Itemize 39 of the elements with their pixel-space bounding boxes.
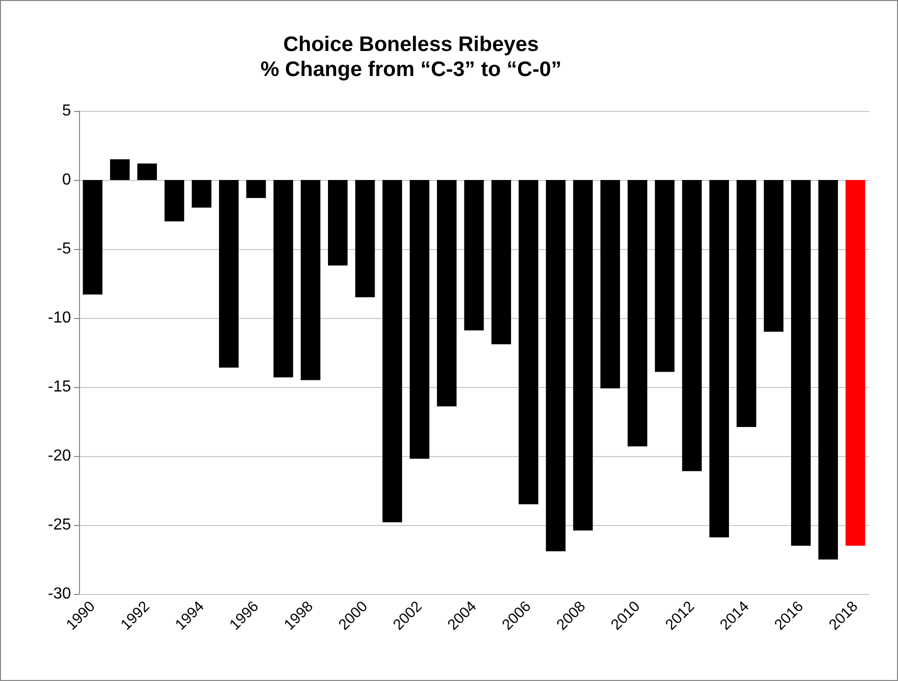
bar xyxy=(82,180,102,295)
y-tick-label: -15 xyxy=(48,378,72,396)
y-tick-label: -25 xyxy=(48,516,72,534)
bar xyxy=(846,180,866,546)
bar xyxy=(355,180,375,298)
bar xyxy=(573,180,593,531)
y-tick-label: -5 xyxy=(56,240,72,258)
chart-title: Choice Boneless Ribeyes xyxy=(283,33,539,56)
bar xyxy=(682,180,702,472)
bar xyxy=(300,180,320,380)
bar xyxy=(654,180,674,372)
bar xyxy=(410,180,430,459)
bar xyxy=(137,163,157,180)
bar xyxy=(600,180,620,388)
chart-subtitle: % Change from “C-3” to “C-0” xyxy=(260,58,562,81)
bar xyxy=(110,159,130,180)
bar xyxy=(764,180,784,332)
bar xyxy=(192,180,212,208)
bar xyxy=(464,180,484,330)
bar xyxy=(382,180,402,522)
y-tick-label: -20 xyxy=(48,448,72,464)
bar xyxy=(274,180,294,378)
bar xyxy=(246,180,266,198)
bar xyxy=(219,180,239,368)
bar xyxy=(628,180,648,446)
y-tick-label: -10 xyxy=(48,310,72,326)
y-tick-label: -30 xyxy=(48,586,72,602)
bar xyxy=(164,180,184,222)
bar xyxy=(491,180,512,344)
bar xyxy=(818,180,838,560)
bar xyxy=(436,180,457,406)
bar xyxy=(328,180,348,266)
y-tick-label: 5 xyxy=(62,102,72,120)
bar xyxy=(791,180,811,546)
y-tick-label: 0 xyxy=(62,172,72,188)
bar xyxy=(518,180,538,504)
bar xyxy=(709,180,729,538)
bar xyxy=(546,180,566,552)
bar xyxy=(736,180,756,428)
